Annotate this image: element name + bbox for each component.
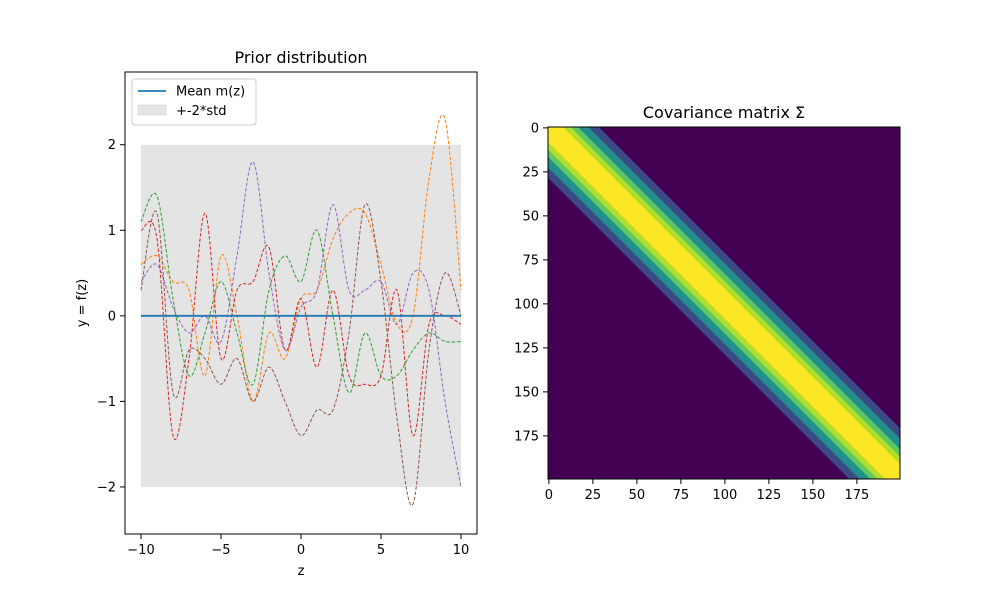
sample-paths	[140, 114, 462, 506]
sample-path-3	[140, 212, 462, 440]
covariance-x-tick-label: 150	[800, 488, 825, 503]
covariance-y-tick-label: 150	[514, 385, 539, 400]
prior-chart-title: Prior distribution	[234, 48, 367, 67]
prior-x-axis-label: z	[298, 564, 305, 579]
prior-x-tick-label: −5	[211, 543, 230, 558]
covariance-y-tick-label: 75	[522, 253, 539, 268]
covariance-x-tick-label: 175	[844, 488, 869, 503]
covariance-y-tick-label: 0	[531, 121, 539, 136]
covariance-x-tick-label: 100	[712, 488, 737, 503]
prior-y-ticks: −2 −1 0 1 2	[97, 138, 125, 495]
covariance-y-tick-label: 125	[514, 341, 539, 356]
covariance-heatmap	[548, 127, 900, 479]
sample-path-5	[140, 203, 462, 506]
diagonal-band-level-5	[548, 127, 900, 479]
legend-mean-label: Mean m(z)	[176, 85, 245, 100]
prior-y-tick-label: −2	[97, 480, 116, 495]
covariance-y-tick-label: 25	[522, 165, 539, 180]
covariance-x-tick-label: 75	[673, 488, 690, 503]
covariance-x-ticks: 0 25 50 75 100 125 150 175	[545, 479, 869, 503]
prior-y-tick-label: 0	[108, 309, 116, 324]
covariance-x-tick-label: 125	[756, 488, 781, 503]
prior-x-tick-label: 0	[297, 543, 305, 558]
heatmap-diagonal-band	[548, 127, 900, 479]
sample-path-4	[140, 161, 462, 488]
legend-band-swatch	[137, 104, 167, 116]
prior-legend: Mean m(z) +-2*std	[131, 78, 257, 126]
legend-band-label: +-2*std	[176, 104, 226, 119]
prior-y-tick-label: −1	[97, 395, 116, 410]
covariance-y-ticks: 0 25 50 75 100 125 150 175	[514, 121, 548, 444]
covariance-chart-title: Covariance matrix Σ	[643, 103, 805, 122]
covariance-x-tick-label: 50	[629, 488, 646, 503]
prior-x-tick-label: −10	[127, 543, 154, 558]
covariance-y-tick-label: 50	[522, 209, 539, 224]
covariance-x-tick-label: 25	[585, 488, 602, 503]
prior-x-tick-label: 10	[453, 543, 470, 558]
sample-path-2	[140, 192, 462, 394]
prior-y-tick-label: 1	[108, 224, 116, 239]
prior-x-tick-label: 5	[377, 543, 385, 558]
prior-x-ticks: −10 −5 0 5 10	[127, 534, 469, 558]
covariance-axes-frame	[547, 126, 901, 480]
covariance-matrix-chart: Covariance matrix Σ 0 25 50 75 100 125 150 175 …	[514, 103, 901, 503]
prior-y-axis-label: y = f(z)	[75, 279, 90, 327]
prior-y-tick-label: 2	[108, 138, 116, 153]
covariance-y-tick-label: 175	[514, 429, 539, 444]
prior-plot-area	[140, 114, 462, 506]
covariance-y-tick-label: 100	[514, 297, 539, 312]
covariance-x-tick-label: 0	[545, 488, 553, 503]
